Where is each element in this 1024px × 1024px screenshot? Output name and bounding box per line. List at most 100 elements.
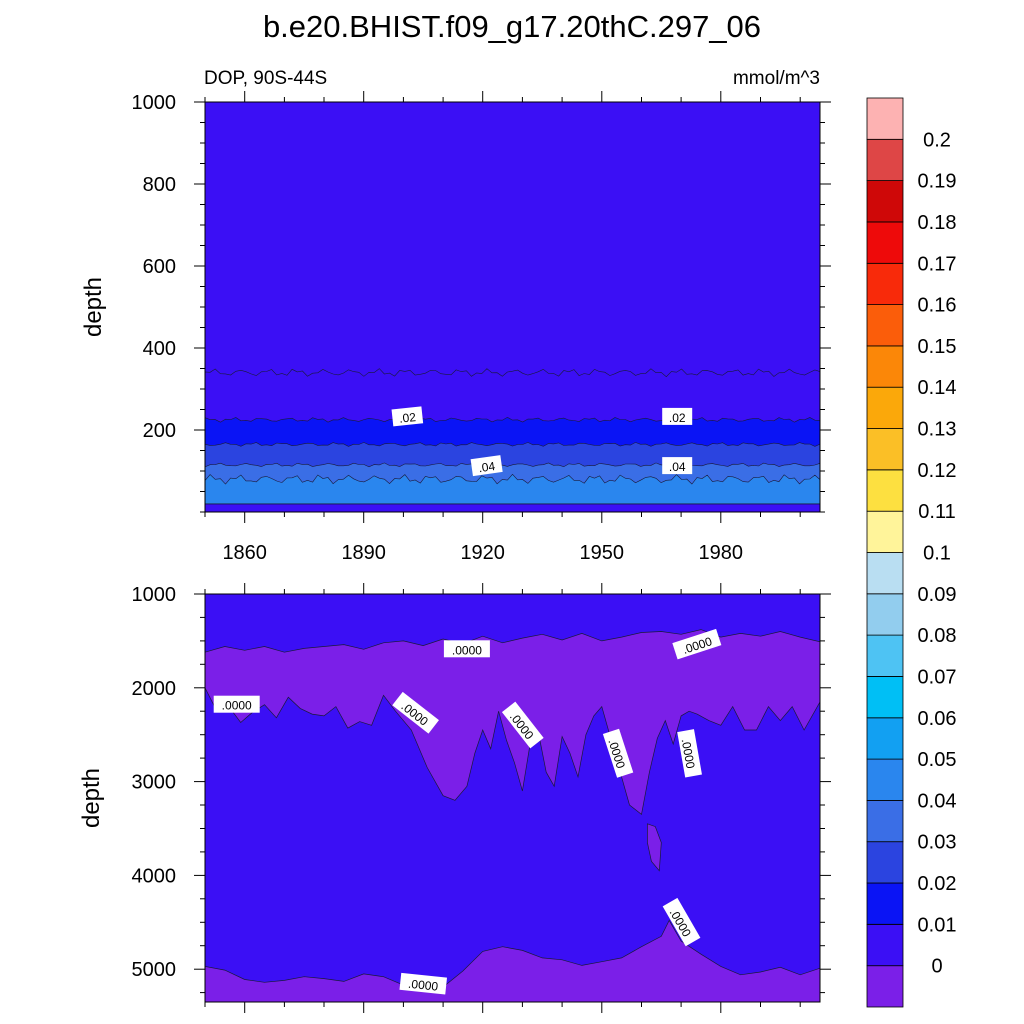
colorbar-label-20: 0.2 — [923, 129, 951, 151]
chart-title: b.e20.BHIST.f09_g17.20thC.297_06 — [263, 9, 761, 44]
upper-y-tick-label-200: 200 — [143, 420, 176, 442]
colorbar-box-2 — [866, 882, 904, 925]
lower-contour-label-box — [443, 640, 490, 658]
lower-contour-label-text: .0000 — [222, 699, 252, 713]
upper-panel: .04 .04 .02 .02 1860 1890 1920 1950 1980 200 400 60… — [132, 91, 831, 564]
lower-contour-label-8: .0000 — [399, 972, 448, 995]
lower-contour-label-box — [677, 729, 702, 778]
lower-y-tick-label-2000: 2000 — [132, 678, 177, 700]
colorbar-box-10 — [866, 552, 904, 595]
x-tick-label-1920: 1920 — [460, 542, 505, 564]
x-tick-label-1890: 1890 — [341, 542, 386, 564]
upper-contour-label-text: .02 — [669, 411, 686, 425]
colorbar-box-16 — [866, 304, 904, 347]
upper-contour-label-text: .04 — [669, 460, 686, 474]
variable-label: DOP, 90S-44S — [204, 68, 327, 89]
colorbar-box-20 — [866, 138, 904, 182]
colorbar-box-5 — [866, 758, 904, 801]
colorbar-label-12: 0.12 — [918, 460, 957, 482]
lower-contour-label-3: .0000 — [213, 695, 260, 713]
colorbar-box-3 — [866, 841, 904, 884]
upper-y-tick-label-800: 800 — [143, 174, 176, 196]
lower-contour-label-box — [662, 897, 701, 947]
lower-contour-label-text: .0000 — [407, 977, 439, 994]
lower-zero-region-island — [647, 823, 662, 872]
upper-contour-label-box — [662, 407, 693, 425]
colorbar-label-4: 0.04 — [918, 790, 957, 812]
lower-contour-label-text: .0000 — [679, 738, 698, 770]
units-label: mmol/m^3 — [733, 68, 820, 89]
upper-contour-label-1: .04 — [470, 455, 503, 477]
lower-contour-label-box — [501, 701, 544, 749]
upper-contour-label-box — [470, 455, 503, 477]
upper-contour-label-text: .04 — [478, 459, 497, 475]
colorbar-label-10: 0.1 — [923, 543, 951, 565]
upper-contour-label-3: .02 — [391, 406, 424, 427]
colorbar-label-19: 0.19 — [918, 171, 957, 193]
colorbar-box-15 — [866, 345, 904, 388]
colorbar-label-13: 0.13 — [918, 419, 957, 441]
colorbar-box-8 — [866, 634, 904, 677]
colorbar-box-0 — [866, 965, 904, 1008]
upper-contour-label-box — [391, 406, 424, 427]
lower-contour-label-text: .0000 — [452, 643, 482, 657]
upper-contour-label-text: .02 — [398, 410, 416, 426]
colorbar-box-11 — [866, 510, 904, 553]
upper-contour-band-5 — [204, 473, 821, 505]
upper-contour-label-box — [662, 457, 693, 475]
colorbar-box-13 — [866, 428, 904, 471]
upper-contour-label-4: .02 — [662, 407, 693, 425]
colorbar-box-7 — [866, 676, 904, 719]
x-tick-label-1980: 1980 — [699, 542, 744, 564]
colorbar-box-4 — [866, 800, 904, 843]
upper-y-axis-label: depth — [80, 277, 107, 337]
lower-plot-frame — [204, 593, 821, 1003]
colorbar-box-1 — [866, 924, 904, 967]
colorbar-box-18 — [866, 221, 904, 264]
lower-contour-label-box — [672, 628, 722, 660]
x-tick-label-1950: 1950 — [580, 542, 625, 564]
lower-contour-label-box — [213, 695, 260, 713]
colorbar-label-9: 0.09 — [918, 584, 957, 606]
lower-contour-label-box — [399, 972, 448, 995]
upper-y-tick-label-600: 600 — [143, 256, 176, 278]
colorbar-box-14 — [866, 386, 904, 429]
lower-y-tick-label-5000: 5000 — [132, 959, 177, 981]
lower-contour-label-box — [602, 728, 634, 778]
colorbar-label-2: 0.02 — [918, 873, 957, 895]
lower-y-tick-label-3000: 3000 — [132, 772, 177, 794]
colorbar-label-8: 0.08 — [918, 625, 957, 647]
colorbar-label-14: 0.14 — [918, 377, 957, 399]
upper-y-tick-label-1000: 1000 — [132, 92, 177, 114]
colorbar-box-21 — [866, 97, 904, 140]
colorbar-box-17 — [866, 262, 904, 305]
lower-contour-label-box — [392, 691, 439, 734]
colorbar-label-6: 0.06 — [918, 708, 957, 730]
colorbar-label-5: 0.05 — [918, 749, 957, 771]
colorbar-box-6 — [866, 717, 904, 760]
colorbar-label-0: 0 — [931, 956, 942, 978]
colorbar-box-12 — [866, 469, 904, 512]
lower-y-tick-label-4000: 4000 — [132, 865, 177, 887]
lower-panel: .0000.0000.0000.0000.0000.0000.0000.0000… — [132, 583, 831, 1013]
lower-y-tick-label-1000: 1000 — [132, 584, 177, 606]
colorbar-box-19 — [866, 180, 904, 223]
colorbar-label-16: 0.16 — [918, 295, 957, 317]
colorbar-box-9 — [866, 593, 904, 636]
upper-contour-label-2: .04 — [662, 457, 693, 475]
colorbar-label-17: 0.17 — [918, 253, 957, 275]
colorbar-label-18: 0.18 — [918, 212, 957, 234]
colorbar-label-7: 0.07 — [918, 667, 957, 689]
colorbar: 0 0.01 0.02 0.03 0.04 0.05 0.06 0.07 0.08 0.09 0.1… — [866, 97, 957, 1008]
x-tick-label-1860: 1860 — [222, 542, 267, 564]
colorbar-label-1: 0.01 — [918, 914, 957, 936]
upper-y-tick-label-400: 400 — [143, 338, 176, 360]
lower-y-axis-label: depth — [78, 768, 105, 828]
lower-zero-region-bottom — [204, 919, 821, 1003]
colorbar-label-15: 0.15 — [918, 336, 957, 358]
lower-contour-label-1: .0000 — [443, 640, 490, 658]
lower-contour-label-7: .0000 — [677, 729, 702, 778]
colorbar-label-11: 0.11 — [918, 501, 955, 523]
colorbar-label-3: 0.03 — [918, 832, 957, 854]
